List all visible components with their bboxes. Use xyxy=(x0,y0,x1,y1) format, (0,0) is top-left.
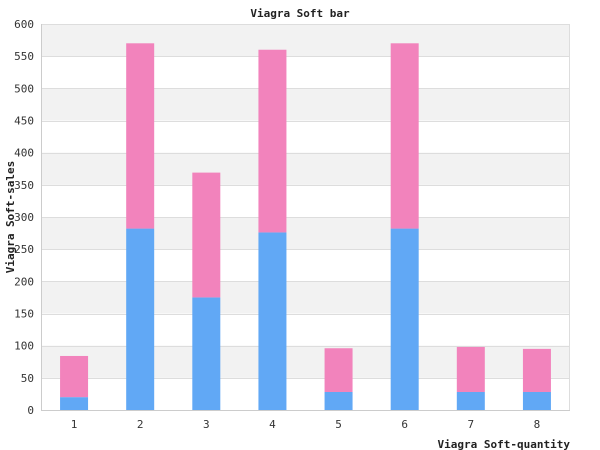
grid-band xyxy=(41,24,570,57)
y-tick-label: 500 xyxy=(14,82,34,95)
bar-segment-6-series-2 xyxy=(390,43,419,229)
y-tick-label: 150 xyxy=(14,308,34,321)
y-tick-label: 200 xyxy=(14,275,34,288)
bar-segment-2-series-1 xyxy=(126,228,155,410)
y-tick-label: 0 xyxy=(27,404,34,417)
y-tick-label: 350 xyxy=(14,179,34,192)
x-tick-label: 8 xyxy=(534,418,541,431)
bar-segment-6-series-1 xyxy=(390,228,419,410)
bars xyxy=(60,43,551,410)
axes xyxy=(41,24,570,411)
bar-segment-4-series-1 xyxy=(258,232,287,410)
x-tick-label: 6 xyxy=(401,418,408,431)
bar-segment-3-series-1 xyxy=(192,297,221,410)
y-tick-label: 50 xyxy=(21,372,34,385)
bar-segment-8-series-2 xyxy=(522,348,551,392)
grid-band xyxy=(41,345,570,378)
y-tick-label: 450 xyxy=(14,115,34,128)
x-tick-label: 2 xyxy=(137,418,144,431)
x-tick-label: 5 xyxy=(335,418,342,431)
grid-band xyxy=(41,152,570,185)
grid-band xyxy=(41,88,570,121)
x-tick-label: 7 xyxy=(468,418,475,431)
bar-segment-3-series-2 xyxy=(192,172,221,298)
bar-segment-7-series-1 xyxy=(456,391,485,410)
y-tick-label: 300 xyxy=(14,211,34,224)
y-tick-labels: 0 50 100 150 200 250 300 350 400 450 500 550 600 xyxy=(14,18,34,417)
x-axis-label: Viagra Soft-quantity xyxy=(438,438,571,450)
x-tick-label: 3 xyxy=(203,418,210,431)
x-tick-labels: 1 2 3 4 5 6 7 8 xyxy=(71,418,541,431)
y-tick-label: 400 xyxy=(14,147,34,160)
bar-segment-1-series-2 xyxy=(60,355,89,398)
y-tick-label: 250 xyxy=(14,243,34,256)
grid-band xyxy=(41,281,570,314)
bar-segment-8-series-1 xyxy=(522,391,551,410)
y-tick-label: 600 xyxy=(14,18,34,31)
grid-band xyxy=(41,217,570,250)
bar-segment-5-series-2 xyxy=(324,348,353,392)
x-tick-label: 1 xyxy=(71,418,78,431)
grid-bands xyxy=(41,24,570,378)
bar-segment-5-series-1 xyxy=(324,391,353,410)
y-axis-label: Viagra Soft-sales xyxy=(4,161,17,274)
chart-title: Viagra Soft bar xyxy=(250,7,350,20)
bar-segment-2-series-2 xyxy=(126,43,155,229)
x-tick-label: 4 xyxy=(269,418,276,431)
y-tick-label: 100 xyxy=(14,340,34,353)
bar-segment-1-series-1 xyxy=(60,397,89,410)
bar-segment-4-series-2 xyxy=(258,49,287,233)
y-tick-label: 550 xyxy=(14,50,34,63)
bar-segment-7-series-2 xyxy=(456,346,485,392)
